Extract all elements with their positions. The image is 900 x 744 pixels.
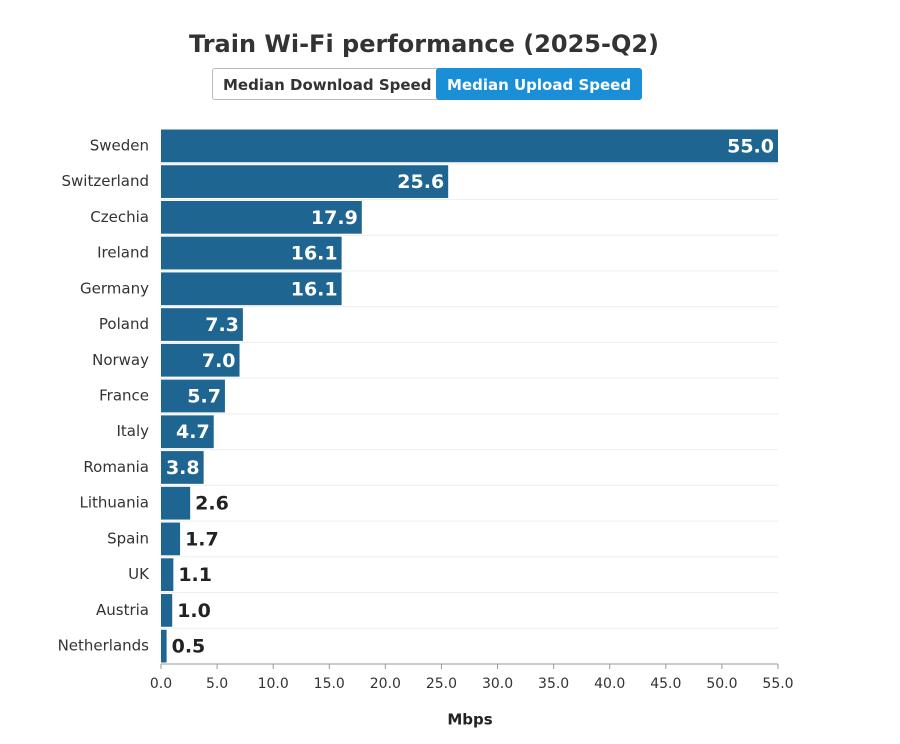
value-label: 1.0: [177, 600, 211, 622]
x-tick-label: 20.0: [370, 676, 401, 692]
bar: [161, 594, 173, 627]
value-label: 0.5: [172, 636, 206, 658]
y-tick-label: Netherlands: [58, 637, 150, 655]
bar: [161, 236, 342, 270]
x-tick-label: 0.0: [150, 676, 172, 692]
bar: [161, 451, 204, 484]
y-tick-label: Norway: [92, 351, 149, 369]
toggle-button[interactable]: Median Download Speed: [212, 68, 443, 100]
y-tick-label: Italy: [116, 422, 149, 440]
value-label: 4.7: [176, 421, 210, 443]
bar: [161, 558, 174, 592]
x-tick-label: 40.0: [594, 676, 625, 692]
y-tick-label: Romania: [83, 458, 149, 476]
bar: [161, 272, 342, 306]
x-tick-label: 45.0: [650, 676, 681, 692]
y-tick-label: UK: [128, 565, 150, 583]
bar: [161, 129, 778, 163]
value-label: 7.0: [202, 350, 236, 372]
value-label: 1.7: [185, 528, 219, 550]
y-tick-label: Poland: [99, 315, 149, 333]
y-tick-label: Ireland: [97, 244, 149, 262]
bar: [161, 629, 167, 663]
value-label: 1.1: [178, 564, 212, 586]
y-tick-label: Germany: [80, 279, 149, 297]
value-label: 17.9: [311, 207, 358, 229]
x-tick-label: 30.0: [482, 676, 513, 692]
y-tick-label: Switzerland: [62, 172, 150, 190]
x-tick-label: 35.0: [538, 676, 569, 692]
y-tick-label: Lithuania: [80, 494, 149, 512]
x-axis-label: Mbps: [447, 711, 492, 729]
value-label: 55.0: [727, 135, 774, 157]
value-label: 16.1: [291, 278, 338, 300]
value-label: 7.3: [205, 314, 239, 336]
chart-title: Train Wi-Fi performance (2025-Q2): [189, 30, 659, 58]
y-tick-label: Czechia: [90, 208, 149, 226]
bar: [161, 308, 243, 341]
x-tick-label: 25.0: [426, 676, 457, 692]
value-label: 3.8: [166, 457, 200, 479]
x-tick-label: 50.0: [706, 676, 737, 692]
value-label: 25.6: [397, 171, 444, 193]
bar: [161, 379, 225, 413]
value-label: 2.6: [195, 493, 229, 515]
y-tick-label: Spain: [107, 529, 149, 547]
bar: [161, 522, 181, 556]
toggle-button[interactable]: Median Upload Speed: [436, 68, 643, 100]
y-tick-label: Austria: [96, 601, 149, 619]
bar: [161, 343, 240, 377]
x-tick-label: 10.0: [258, 676, 289, 692]
x-tick-label: 55.0: [762, 676, 793, 692]
bar: [161, 486, 191, 520]
bar: [161, 165, 449, 198]
x-tick-label: 15.0: [314, 676, 345, 692]
y-tick-label: France: [99, 387, 149, 405]
value-label: 5.7: [187, 386, 221, 408]
y-tick-label: Sweden: [90, 136, 149, 154]
x-tick-label: 5.0: [206, 676, 228, 692]
bar: [161, 200, 362, 234]
value-label: 16.1: [291, 243, 338, 265]
bar: [161, 415, 214, 449]
